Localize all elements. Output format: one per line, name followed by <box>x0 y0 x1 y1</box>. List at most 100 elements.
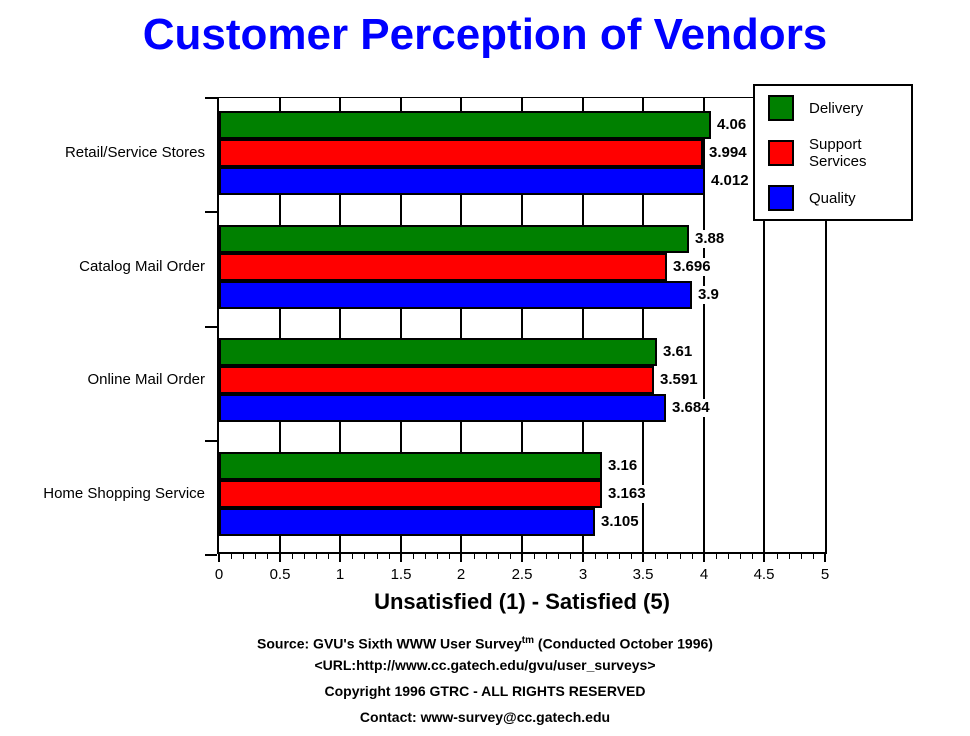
bar-value-label: 3.105 <box>599 513 641 531</box>
x-axis-minor-tick <box>292 554 293 559</box>
x-axis-minor-tick <box>267 554 268 559</box>
legend-item-label: Quality <box>809 189 856 207</box>
x-axis-minor-tick <box>789 554 790 559</box>
gridline <box>279 98 281 552</box>
x-axis-tick-label: 1 <box>335 566 345 583</box>
bar-value-label: 3.591 <box>658 371 700 389</box>
bar-support-services <box>219 480 602 508</box>
bar-value-label: 3.163 <box>606 485 648 503</box>
x-axis-minor-tick <box>304 554 305 559</box>
gridline <box>703 98 705 552</box>
legend-swatch-support-services <box>768 140 794 166</box>
gridline <box>642 98 644 552</box>
x-axis-tick-label: 1.5 <box>390 566 412 583</box>
bar-quality <box>219 394 666 422</box>
y-axis-group-tick <box>205 440 217 442</box>
gridline <box>763 98 765 552</box>
x-axis-minor-tick <box>752 554 753 559</box>
gridline <box>339 98 341 552</box>
x-axis-minor-tick <box>377 554 378 559</box>
x-axis-tick-label: 2 <box>456 566 466 583</box>
bar-quality <box>219 508 595 536</box>
x-axis-major-tick <box>339 554 341 562</box>
x-axis-major-tick <box>218 554 220 562</box>
footer-source-sup: tm <box>521 635 535 646</box>
x-axis-minor-tick <box>389 554 390 559</box>
legend-item: Quality <box>768 185 903 211</box>
footer-copyright-line: Copyright 1996 GTRC - ALL RIGHTS RESERVE… <box>324 682 646 699</box>
x-axis-tick-label: 0.5 <box>269 566 291 583</box>
gridline <box>460 98 462 552</box>
gridline <box>582 98 584 552</box>
x-axis-minor-tick <box>801 554 802 559</box>
bar-delivery <box>219 338 657 366</box>
gridline <box>400 98 402 552</box>
bar-delivery <box>219 225 689 253</box>
category-label: Home Shopping Service <box>43 485 205 502</box>
bar-quality <box>219 167 705 195</box>
category-label: Online Mail Order <box>87 371 205 388</box>
footer-contact-line: Contact: www-survey@cc.gatech.edu <box>359 708 611 725</box>
x-axis-major-tick <box>400 554 402 562</box>
x-axis-major-tick <box>460 554 462 562</box>
x-axis-minor-tick <box>498 554 499 559</box>
category-label: Catalog Mail Order <box>79 258 205 275</box>
bar-value-label: 3.88 <box>693 230 727 248</box>
x-axis-major-tick <box>642 554 644 562</box>
bar-value-label: 3.9 <box>696 286 721 304</box>
x-axis-tick-label: 4 <box>699 566 709 583</box>
bar-support-services <box>219 366 654 394</box>
plot-area: 4.06 3.994 4.012 3.88 3.696 3.9 3.61 3.591 3.684… <box>217 97 827 554</box>
footer: Source: GVU's Sixth WWW User Surveytm (C… <box>0 631 970 727</box>
legend-swatch-quality <box>768 185 794 211</box>
x-axis-major-tick <box>521 554 523 562</box>
x-axis-minor-tick <box>510 554 511 559</box>
x-axis-major-tick <box>703 554 705 562</box>
x-axis-tick-label: 0 <box>214 566 224 583</box>
y-axis-group-tick <box>205 554 217 556</box>
footer-url-line: <URL:http://www.cc.gatech.edu/gvu/user_s… <box>314 656 656 673</box>
bar-value-label: 3.61 <box>661 343 695 361</box>
x-axis-minor-tick <box>570 554 571 559</box>
x-axis-minor-tick <box>619 554 620 559</box>
bar-support-services <box>219 139 703 167</box>
footer-source-line: Source: GVU's Sixth WWW User Surveytm (C… <box>0 631 970 654</box>
x-axis-minor-tick <box>255 554 256 559</box>
x-axis-minor-tick <box>474 554 475 559</box>
x-axis-minor-tick <box>243 554 244 559</box>
x-axis-tick-label: 3 <box>578 566 588 583</box>
x-axis-minor-tick <box>316 554 317 559</box>
x-axis-tick-label: 4.5 <box>753 566 775 583</box>
x-axis-minor-tick <box>328 554 329 559</box>
x-axis-minor-tick <box>680 554 681 559</box>
bar-support-services <box>219 253 667 281</box>
x-axis-major-tick <box>763 554 765 562</box>
bar-value-label: 4.012 <box>709 172 751 190</box>
y-axis-group-tick <box>205 326 217 328</box>
x-axis-minor-tick <box>558 554 559 559</box>
legend-item: Delivery <box>768 95 903 121</box>
x-axis-title: Unsatisfied (1) - Satisfied (5) <box>374 589 670 614</box>
category-label: Retail/Service Stores <box>64 144 205 161</box>
x-axis-tick-label: 3.5 <box>632 566 654 583</box>
bar-value-label: 3.684 <box>670 399 712 417</box>
x-axis-minor-tick <box>813 554 814 559</box>
footer-source-suffix: (Conducted October 1996) <box>534 635 713 652</box>
legend-item-label: Delivery <box>809 99 864 117</box>
x-axis-minor-tick <box>631 554 632 559</box>
x-axis-minor-tick <box>740 554 741 559</box>
x-axis-minor-tick <box>728 554 729 559</box>
gridline <box>521 98 523 552</box>
x-axis-minor-tick <box>692 554 693 559</box>
y-axis-group-tick <box>205 211 217 213</box>
bar-quality <box>219 281 692 309</box>
x-axis-minor-tick <box>437 554 438 559</box>
bar-value-label: 3.994 <box>707 144 749 162</box>
bar-value-label: 4.06 <box>715 116 749 134</box>
legend-item-label: Support Services <box>809 136 867 170</box>
bar-value-label: 3.696 <box>671 258 713 276</box>
x-axis-minor-tick <box>449 554 450 559</box>
chart-title: Customer Perception of Vendors <box>142 10 828 59</box>
legend-swatch-delivery <box>768 95 794 121</box>
